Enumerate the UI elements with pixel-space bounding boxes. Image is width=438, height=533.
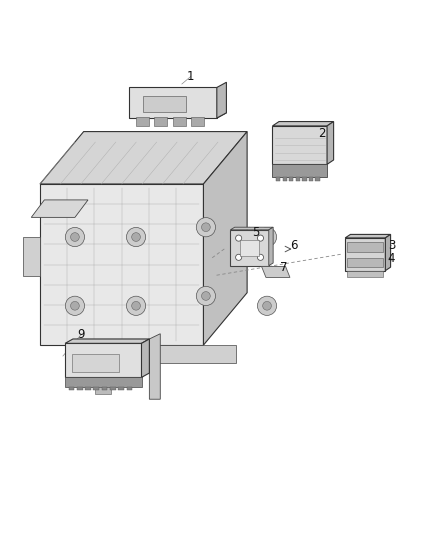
Polygon shape (149, 334, 160, 399)
Text: 6: 6 (290, 239, 298, 252)
Bar (302, 176, 307, 181)
Bar (347, 271, 383, 277)
Polygon shape (385, 235, 391, 271)
Bar (93, 386, 99, 390)
Bar (102, 386, 107, 390)
Bar (347, 242, 383, 252)
Circle shape (65, 296, 85, 316)
Polygon shape (130, 87, 217, 118)
Circle shape (263, 302, 272, 310)
Bar (85, 386, 91, 390)
Circle shape (258, 228, 277, 247)
Polygon shape (22, 237, 40, 276)
Polygon shape (230, 227, 273, 230)
Bar (191, 117, 204, 126)
Bar (65, 376, 141, 387)
Bar (110, 386, 116, 390)
Polygon shape (65, 339, 149, 343)
Bar (309, 176, 313, 181)
Polygon shape (65, 343, 141, 377)
Text: 4: 4 (388, 252, 395, 265)
Bar (69, 386, 74, 390)
Bar (283, 176, 287, 181)
Bar (347, 258, 383, 268)
Bar (95, 387, 111, 394)
Circle shape (196, 217, 215, 237)
Bar (315, 176, 320, 181)
Circle shape (258, 254, 264, 261)
Circle shape (236, 235, 242, 241)
Polygon shape (141, 339, 149, 377)
Polygon shape (75, 345, 237, 362)
Bar (289, 176, 293, 181)
Polygon shape (204, 132, 247, 345)
Polygon shape (217, 82, 226, 118)
Text: 5: 5 (252, 226, 260, 239)
Circle shape (263, 233, 272, 241)
Polygon shape (230, 230, 269, 265)
Circle shape (201, 223, 210, 231)
Polygon shape (272, 122, 334, 126)
Bar (77, 386, 82, 390)
Polygon shape (261, 266, 290, 277)
Bar (72, 354, 119, 372)
Bar (127, 386, 132, 390)
Bar (272, 164, 327, 177)
Polygon shape (327, 122, 334, 164)
Bar (240, 240, 259, 256)
Bar (296, 176, 300, 181)
Bar (173, 117, 186, 126)
Text: 1: 1 (187, 70, 194, 83)
Polygon shape (40, 184, 204, 345)
Circle shape (236, 254, 242, 261)
Bar (143, 96, 186, 111)
Circle shape (127, 296, 146, 316)
Circle shape (132, 302, 141, 310)
Circle shape (196, 286, 215, 305)
Circle shape (132, 233, 141, 241)
Polygon shape (345, 238, 385, 271)
Bar (118, 386, 124, 390)
Polygon shape (40, 132, 247, 184)
Polygon shape (345, 235, 391, 238)
Circle shape (65, 228, 85, 247)
Circle shape (71, 302, 79, 310)
Circle shape (201, 292, 210, 300)
Polygon shape (130, 113, 226, 118)
Circle shape (71, 233, 79, 241)
Polygon shape (269, 227, 273, 265)
Bar (136, 117, 149, 126)
Circle shape (258, 235, 264, 241)
Text: 3: 3 (388, 239, 395, 252)
Text: 9: 9 (78, 328, 85, 341)
Circle shape (127, 228, 146, 247)
Polygon shape (31, 200, 88, 217)
Polygon shape (272, 126, 327, 164)
Bar (276, 176, 280, 181)
Circle shape (258, 296, 277, 316)
Text: 7: 7 (280, 261, 287, 274)
Bar (154, 117, 167, 126)
Text: 2: 2 (318, 127, 325, 140)
